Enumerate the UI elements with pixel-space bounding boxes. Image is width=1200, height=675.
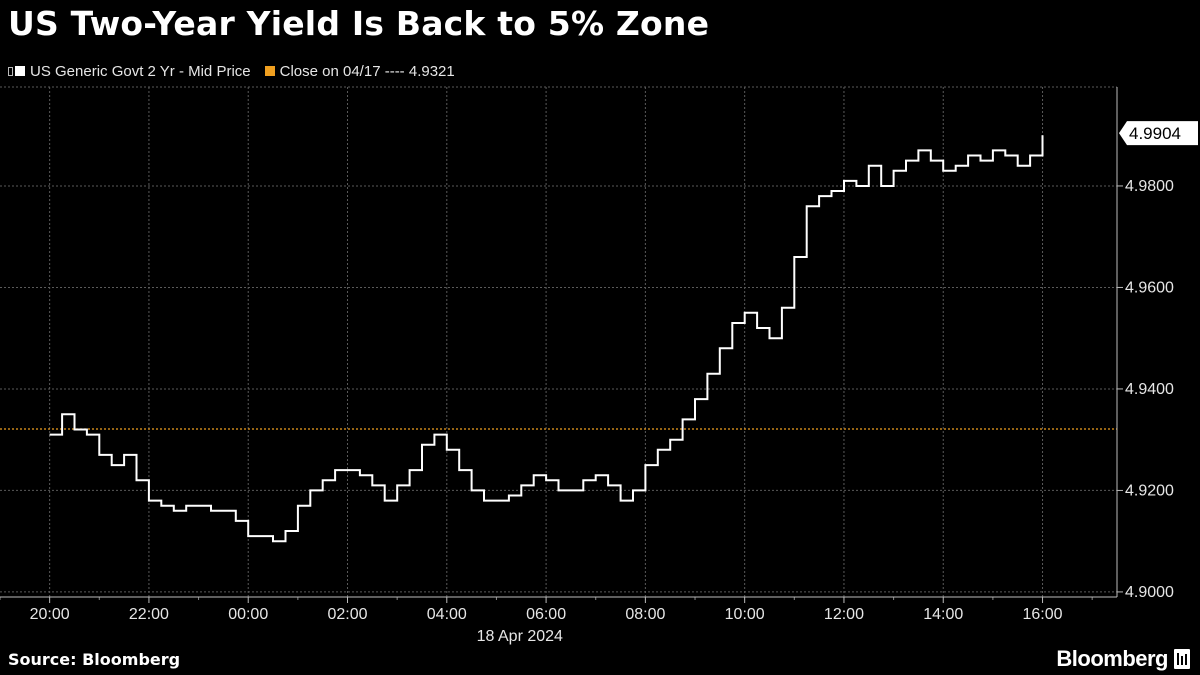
x-tick-label: 12:00 (824, 606, 864, 623)
bloomberg-logo: Bloomberg (1056, 646, 1190, 672)
y-tick-label: 4.9000 (1125, 584, 1174, 601)
legend-swatch-series (15, 66, 25, 76)
x-tick-label: 04:00 (427, 606, 467, 623)
series-line (49, 135, 1044, 543)
legend: US Generic Govt 2 Yr - Mid Price Close o… (8, 61, 469, 81)
chart-title: US Two-Year Yield Is Back to 5% Zone (8, 4, 710, 43)
source-note: Source: Bloomberg (8, 650, 181, 669)
legend-swatch-reference (264, 66, 275, 76)
axes: 4.9000 4.9200 4.9400 4.9600 4.9800 20:00 22:00… (0, 87, 1198, 645)
series-group (49, 135, 1044, 543)
legend-label-reference: Close on 04/17 ---- 4.9321 (279, 62, 455, 80)
legend-item-reference[interactable]: Close on 04/17 ---- 4.9321 (264, 62, 455, 80)
y-tick-label: 4.9200 (1125, 482, 1174, 499)
y-tick-label: 4.9600 (1125, 279, 1174, 296)
x-tick-label: 08:00 (625, 606, 665, 623)
x-tick-label: 16:00 (1023, 606, 1063, 623)
x-tick-label: 10:00 (725, 606, 765, 623)
legend-item-series[interactable]: US Generic Govt 2 Yr - Mid Price (8, 63, 251, 80)
grid (0, 86, 1117, 597)
x-tick-label: 14:00 (923, 606, 963, 623)
bloomberg-terminal-icon (1174, 649, 1190, 669)
y-tick-label: 4.9400 (1125, 381, 1174, 398)
x-axis-label: 18 Apr 2024 (477, 628, 563, 645)
y-tick-label: 4.9800 (1125, 178, 1174, 195)
x-tick-label: 00:00 (228, 606, 268, 623)
x-tick-label: 22:00 (129, 606, 169, 623)
x-tick-label: 20:00 (30, 606, 70, 623)
legend-label-series: US Generic Govt 2 Yr - Mid Price (30, 62, 251, 80)
last-value-label: 4.9904 (1129, 124, 1181, 143)
brand-name: Bloomberg (1056, 646, 1168, 671)
last-value-badge: 4.9904 (1119, 121, 1198, 146)
last-value-badge-bg (1119, 121, 1198, 146)
x-tick-label: 06:00 (526, 606, 566, 623)
x-tick-label: 02:00 (327, 606, 367, 623)
legend-handle-icon (8, 66, 13, 76)
